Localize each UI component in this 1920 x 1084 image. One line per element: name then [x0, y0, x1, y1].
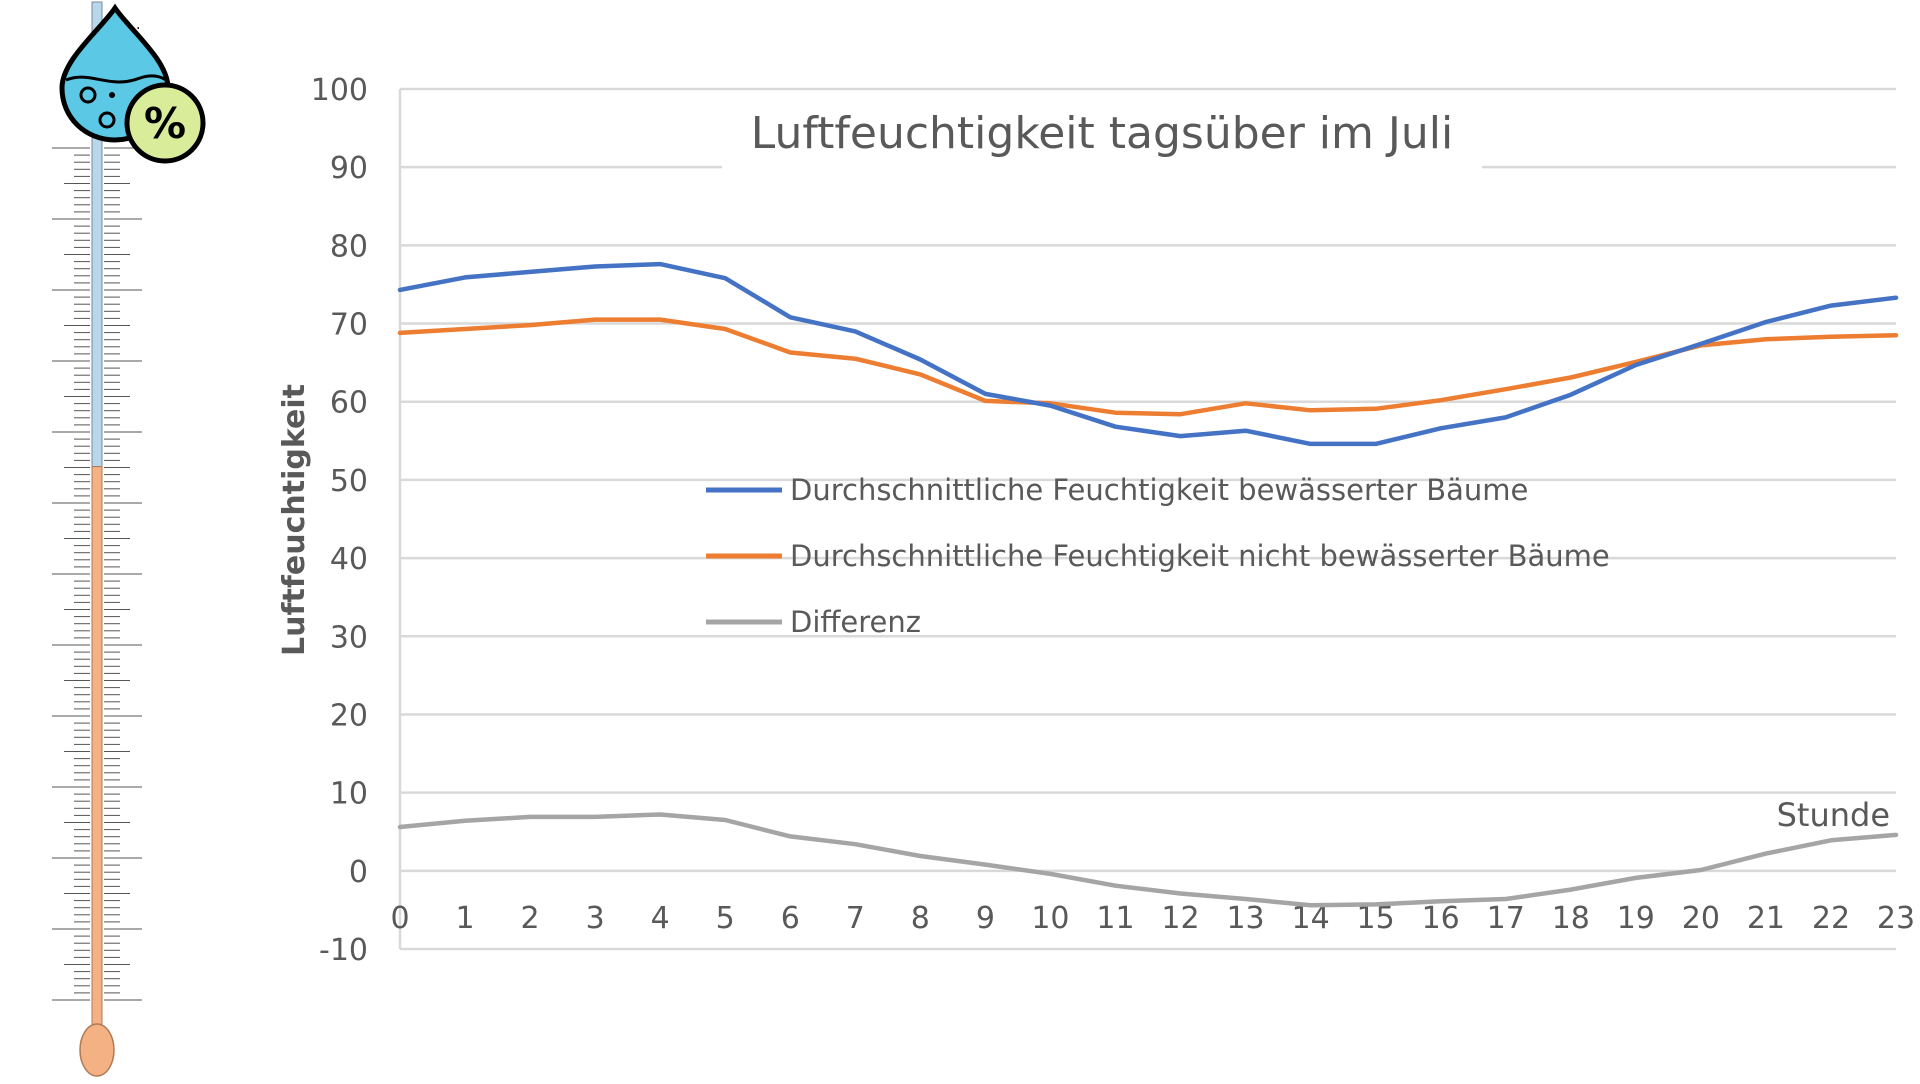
- series-lines: [397, 261, 1899, 908]
- x-tick-label: 21: [1747, 901, 1785, 936]
- percent-badge-label: %: [144, 99, 186, 148]
- y-tick-label: 80: [330, 229, 368, 264]
- x-tick-label: 7: [846, 901, 865, 936]
- x-tick-label: 13: [1226, 901, 1264, 936]
- percent-badge: [124, 82, 206, 164]
- thermometer-icon: [52, 1, 142, 1077]
- x-tick-label: 0: [390, 901, 409, 936]
- x-tick-label: 19: [1617, 901, 1655, 936]
- y-tick-label: 10: [330, 777, 368, 812]
- y-tick-label: 20: [330, 698, 368, 733]
- thermometer-bulb: [79, 1023, 115, 1077]
- x-tick-label: 5: [716, 901, 735, 936]
- bubble-2: [98, 111, 116, 129]
- legend-label: Differenz: [790, 605, 921, 639]
- y-tick-label: 0: [349, 855, 368, 890]
- x-tick-label: 10: [1031, 901, 1069, 936]
- humidity-percent-icon: % ·: [59, 3, 206, 164]
- thermometer-tube-warm: [91, 466, 103, 1039]
- water-wave: [65, 74, 167, 84]
- x-axis-label: Stunde: [1777, 796, 1890, 834]
- sparkle: ·: [136, 21, 140, 37]
- legend-label: Durchschnittliche Feuchtigkeit bewässert…: [790, 473, 1528, 507]
- bubble-3: [109, 92, 115, 98]
- x-tick-label: 3: [586, 901, 605, 936]
- y-tick-label: 60: [330, 386, 368, 421]
- x-tick-label: 11: [1096, 901, 1134, 936]
- series-line: [397, 317, 1899, 417]
- y-tick-label: 100: [311, 73, 368, 108]
- y-tick-label: 90: [330, 151, 368, 186]
- x-tick-label: 16: [1422, 901, 1460, 936]
- x-tick-label: 12: [1161, 901, 1199, 936]
- x-tick-label: 9: [976, 901, 995, 936]
- x-tick-label: 1: [455, 901, 474, 936]
- x-tick-label: 22: [1812, 901, 1850, 936]
- x-tick-label: 20: [1682, 901, 1720, 936]
- x-tick-label: 4: [651, 901, 670, 936]
- gridlines: [398, 87, 1896, 951]
- legend-label: Durchschnittliche Feuchtigkeit nicht bew…: [790, 539, 1610, 573]
- y-tick-label: 30: [330, 620, 368, 655]
- x-tick-labels: 0 1 2 3 4 5 6 7 8 9 10 11 12 13 14 15 16 17 18 19 20 21 22 23: [390, 901, 1915, 936]
- y-tick-label: -10: [319, 933, 368, 968]
- series-line: [397, 261, 1899, 447]
- legend: Durchschnittliche Feuchtigkeit bewässert…: [706, 473, 1610, 639]
- y-axis-label: Luftfeuchtigkeit: [277, 384, 312, 656]
- series-line: [397, 812, 1899, 908]
- y-tick-label: 70: [330, 308, 368, 343]
- x-tick-label: 17: [1487, 901, 1525, 936]
- chart-title: Luftfeuchtigkeit tagsüber im Juli: [751, 108, 1453, 159]
- x-tick-label: 2: [521, 901, 540, 936]
- x-tick-label: 6: [781, 901, 800, 936]
- y-tick-label: 40: [330, 542, 368, 577]
- x-tick-label: 8: [911, 901, 930, 936]
- title-background: [722, 104, 1482, 172]
- x-tick-label: 15: [1357, 901, 1395, 936]
- bubble-1: [79, 86, 97, 104]
- y-tick-label: 50: [330, 464, 368, 499]
- x-tick-label: 23: [1877, 901, 1915, 936]
- x-tick-label: 18: [1552, 901, 1590, 936]
